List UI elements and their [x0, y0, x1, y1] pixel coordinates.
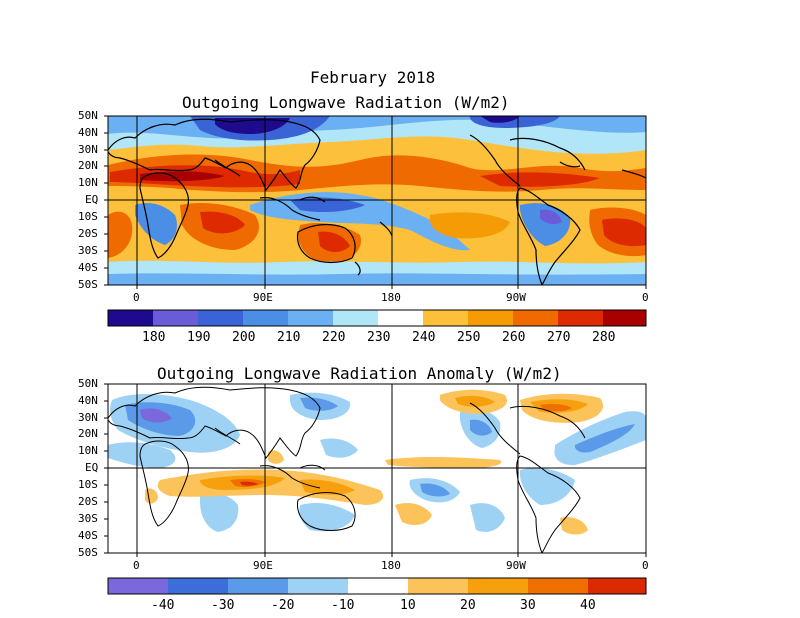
olr-colorbar-label: 250	[457, 330, 481, 345]
anomaly-lat-label: 20S	[78, 495, 98, 508]
olr-lat-label: 40S	[78, 261, 98, 274]
olr-colorbar-label: 180	[142, 330, 166, 345]
anomaly-lat-label: 10S	[78, 478, 98, 491]
anomaly-colorbar-label: 40	[580, 598, 596, 613]
olr-lon-label: 90E	[253, 291, 273, 304]
olr-lat-label: 30S	[78, 244, 98, 257]
anomaly-lat-label: 10N	[78, 444, 98, 457]
anomaly-colorbar-label: 10	[400, 598, 416, 613]
olr-lat-label: EQ	[85, 193, 99, 206]
olr-coastlines	[108, 118, 646, 285]
anomaly-lat-label: 50N	[78, 377, 98, 390]
olr-lon-label: 180	[381, 291, 401, 304]
olr-colorbar-label: 280	[592, 330, 616, 345]
anomaly-lat-label: 30S	[78, 512, 98, 525]
olr-lon-label: 0	[133, 291, 140, 304]
olr-colorbar-label: 190	[187, 330, 211, 345]
anomaly-map-title: Outgoing Longwave Radiation Anomaly (W/m…	[157, 364, 562, 383]
anomaly-lon-label: 90E	[253, 559, 273, 572]
anomaly-colorbar-label: -40	[151, 598, 175, 613]
page-title: February 2018	[310, 68, 436, 87]
anomaly-lat-label: 30N	[78, 411, 98, 424]
olr-colorbar	[107, 309, 647, 327]
anomaly-colorbar	[107, 577, 647, 595]
anomaly-lon-label: 90W	[506, 559, 526, 572]
olr-lat-label: 50N	[78, 109, 98, 122]
olr-lat-label: 20N	[78, 159, 98, 172]
olr-lat-label: 20S	[78, 227, 98, 240]
olr-colorbar-label: 240	[412, 330, 436, 345]
olr-colorbar-label: 270	[547, 330, 571, 345]
anomaly-grid	[108, 384, 646, 553]
olr-lat-label: 10N	[78, 176, 98, 189]
anomaly-colorbar-label: 30	[520, 598, 536, 613]
anomaly-lat-label: 40N	[78, 394, 98, 407]
anomaly-lat-label: 50S	[78, 546, 98, 559]
anomaly-lon-label: 180	[381, 559, 401, 572]
olr-lat-label: 10S	[78, 210, 98, 223]
olr-colorbar-label: 230	[367, 330, 391, 345]
anomaly-coastlines	[108, 386, 586, 553]
anomaly-lat-label: 40S	[78, 529, 98, 542]
anomaly-lon-label: 0	[642, 559, 649, 572]
olr-lon-label: 90W	[506, 291, 526, 304]
anomaly-colorbar-label: -10	[331, 598, 355, 613]
anomaly-colorbar-label: -30	[211, 598, 235, 613]
anomaly-colorbar-label: 20	[460, 598, 476, 613]
olr-colorbar-label: 210	[277, 330, 301, 345]
olr-grid	[108, 116, 646, 285]
anomaly-lat-label: 20N	[78, 427, 98, 440]
olr-lon-label: 0	[642, 291, 649, 304]
olr-lat-label: 50S	[78, 278, 98, 291]
olr-colorbar-label: 200	[232, 330, 256, 345]
anomaly-colorbar-label: -20	[271, 598, 295, 613]
olr-colorbar-label: 220	[322, 330, 346, 345]
olr-colorbar-label: 260	[502, 330, 526, 345]
olr-map-title: Outgoing Longwave Radiation (W/m2)	[182, 93, 510, 112]
olr-lat-label: 40N	[78, 126, 98, 139]
anomaly-lon-label: 0	[133, 559, 140, 572]
olr-lat-label: 30N	[78, 143, 98, 156]
anomaly-lat-label: EQ	[85, 461, 99, 474]
